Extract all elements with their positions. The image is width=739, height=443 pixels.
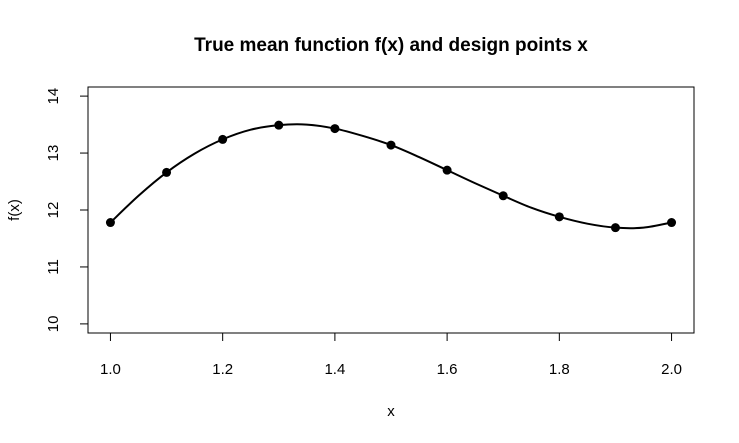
x-tick-label: 1.0	[100, 361, 121, 378]
y-axis-label: f(x)	[6, 199, 23, 221]
design-point	[330, 124, 340, 134]
plot-frame	[87, 86, 695, 334]
design-point	[386, 140, 396, 150]
design-point	[105, 218, 115, 228]
x-tick-label: 1.6	[437, 361, 458, 378]
x-axis-label: x	[387, 403, 395, 420]
design-point	[667, 218, 677, 228]
x-axis: 1.0 1.2 1.4 1.6 1.8 2.0	[100, 332, 682, 378]
design-point	[554, 212, 564, 222]
y-tick-label: 14	[45, 88, 62, 105]
y-axis: 10 11 12 13 14	[45, 88, 89, 333]
plot-content	[105, 120, 677, 233]
x-tick-label: 1.8	[549, 361, 570, 378]
design-point	[218, 134, 228, 144]
design-point	[498, 191, 508, 201]
design-point	[442, 165, 452, 175]
chart-title: True mean function f(x) and design point…	[194, 35, 588, 56]
y-tick-label: 13	[45, 145, 62, 162]
mean-function-curve	[109, 123, 672, 230]
design-point	[274, 120, 284, 130]
x-tick-label: 1.2	[212, 361, 233, 378]
x-tick-label: 2.0	[661, 361, 682, 378]
y-tick-label: 11	[45, 259, 62, 275]
design-point	[162, 167, 172, 177]
design-point	[610, 223, 620, 233]
x-tick-label: 1.4	[324, 361, 345, 378]
y-tick-label: 12	[45, 202, 62, 219]
y-tick-label: 10	[45, 316, 62, 333]
